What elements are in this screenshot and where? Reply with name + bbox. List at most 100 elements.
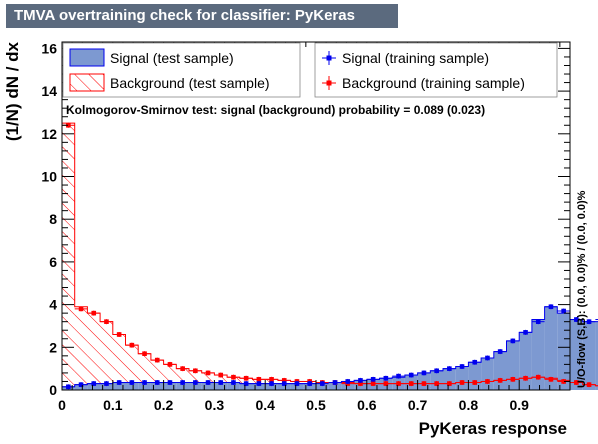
x-tick-label: 0.7 xyxy=(408,397,428,413)
background-train-point xyxy=(87,310,101,316)
signal-train-point xyxy=(366,376,380,382)
signal-train-point xyxy=(481,355,494,361)
signal-train-point xyxy=(265,381,278,387)
signal-train-point xyxy=(443,366,456,372)
background-train-point xyxy=(506,376,520,382)
background-train-point xyxy=(392,381,405,387)
y-tick-label: 8 xyxy=(49,211,57,227)
x-tick-label: 0.3 xyxy=(205,397,225,413)
signal-train-point xyxy=(392,373,405,379)
signal-test-bin xyxy=(570,319,583,390)
y-tick-label: 14 xyxy=(41,83,57,99)
signal-train-markers xyxy=(62,304,598,390)
background-train-point xyxy=(519,375,532,381)
signal-test-bin xyxy=(252,383,266,390)
legend-label-signal-train: Signal (training sample) xyxy=(342,50,489,66)
legend-label-background-test: Background (test sample) xyxy=(110,75,270,91)
signal-train-point xyxy=(150,380,164,386)
signal-test-bin xyxy=(138,382,151,390)
background-train-point xyxy=(252,376,266,382)
background-train-point xyxy=(227,374,240,380)
x-tick-label: 0.4 xyxy=(255,397,275,413)
x-tick-label: 0 xyxy=(58,397,66,413)
signal-train-point xyxy=(303,381,316,387)
x-axis: 0 0.1 0.2 0.3 0.4 0.5 0.6 0.7 0.8 0.9 xyxy=(58,42,561,413)
signal-train-point xyxy=(214,380,228,386)
background-train-point xyxy=(214,372,228,378)
background-train-point xyxy=(582,382,596,388)
signal-test-bin xyxy=(125,382,139,390)
signal-test-bin xyxy=(531,319,545,390)
signal-train-point xyxy=(417,370,431,376)
signal-train-point xyxy=(506,338,520,344)
x-tick-label: 0.9 xyxy=(509,397,529,413)
background-train-point xyxy=(100,319,113,325)
signal-train-point xyxy=(189,380,202,386)
signal-train-point xyxy=(290,381,304,387)
signal-test-bin xyxy=(544,306,558,390)
signal-test-bin xyxy=(214,382,228,390)
overflow-label: U/O-flow (S,B): (0.0, 0.0)% / (0.0, 0.0)… xyxy=(576,190,588,388)
chart-title: TMVA overtraining check for classifier: … xyxy=(6,4,398,28)
signal-test-bin xyxy=(150,382,164,390)
background-train-point xyxy=(417,381,431,387)
signal-train-point xyxy=(176,380,189,386)
signal-test-bin xyxy=(87,383,101,390)
legend-marker-background-train xyxy=(322,76,336,90)
x-tick-label: 0.1 xyxy=(103,397,123,413)
signal-test-bin xyxy=(443,368,456,390)
signal-test-bin xyxy=(201,382,215,390)
y-tick-label: 0 xyxy=(49,382,57,398)
signal-test-bin xyxy=(506,340,520,390)
background-train-point xyxy=(125,342,139,348)
signal-train-point xyxy=(557,308,570,314)
y-tick-label: 10 xyxy=(41,169,57,185)
signal-test-bin xyxy=(290,383,304,390)
signal-test-bin xyxy=(189,382,202,390)
background-train-point xyxy=(265,376,278,382)
signal-test-bin xyxy=(455,366,469,390)
signal-test-bin xyxy=(303,383,316,390)
signal-train-point xyxy=(544,304,558,310)
background-train-point xyxy=(379,381,393,387)
signal-test-bin xyxy=(265,383,278,390)
background-train-point xyxy=(366,381,380,387)
signal-test-bin xyxy=(468,362,482,390)
background-train-point xyxy=(493,377,507,383)
background-test-bin xyxy=(87,313,101,390)
signal-train-point xyxy=(227,380,240,386)
signal-train-point xyxy=(328,380,342,386)
signal-test-bin xyxy=(74,384,88,390)
signal-train-point xyxy=(430,368,443,374)
y-tick-label: 16 xyxy=(41,40,57,56)
legend: Signal (test sample) Background (test sa… xyxy=(62,42,558,98)
signal-train-point xyxy=(252,381,266,387)
background-train-point xyxy=(481,378,494,384)
signal-train-point xyxy=(531,319,545,325)
signal-train-point xyxy=(570,317,583,323)
signal-test-bin xyxy=(582,321,596,390)
signal-test-bin xyxy=(163,382,177,390)
background-train-point xyxy=(544,376,558,382)
signal-test-bin xyxy=(595,321,598,390)
y-tick-label: 6 xyxy=(49,254,57,270)
signal-test-bin xyxy=(100,383,113,390)
signal-test-bin xyxy=(519,332,532,390)
x-tick-label: 0.2 xyxy=(154,397,174,413)
ks-test-annotation: Kolmogorov-Smirnov test: signal (backgro… xyxy=(66,103,485,117)
signal-train-point xyxy=(455,364,469,370)
background-train-point xyxy=(74,306,88,312)
x-tick-label: 0.5 xyxy=(306,397,326,413)
background-test-bin xyxy=(112,334,126,390)
background-test-bin xyxy=(74,306,88,390)
signal-train-point xyxy=(354,377,367,383)
x-tick-label: 0.6 xyxy=(357,397,377,413)
signal-train-point xyxy=(112,380,126,386)
background-train-point xyxy=(239,375,253,381)
signal-train-point xyxy=(239,381,253,387)
background-train-point xyxy=(150,357,164,363)
signal-train-point xyxy=(100,381,113,387)
background-train-point xyxy=(455,380,469,386)
background-test-bin xyxy=(138,353,151,390)
